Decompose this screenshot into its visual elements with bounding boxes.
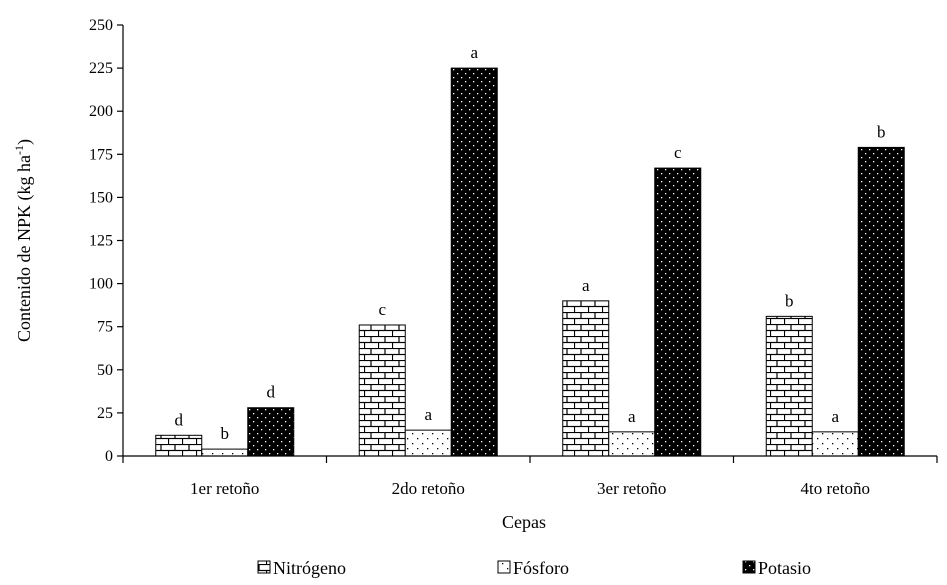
y-tick-label: 225	[89, 60, 113, 77]
x-tick-label: 4to retoño	[801, 479, 870, 498]
bar	[450, 67, 498, 457]
bar	[201, 448, 249, 457]
bar	[765, 315, 813, 457]
y-axis-title-superscript: -1	[12, 145, 26, 155]
y-axis-title-close: )	[14, 139, 35, 145]
legend-label: Fósforo	[513, 558, 569, 578]
legend-swatch	[497, 560, 511, 574]
bar-significance-letter: b	[877, 122, 886, 141]
y-tick-label: 0	[105, 448, 113, 465]
x-tick-label: 1er retoño	[190, 479, 259, 498]
legend-label: Potasio	[758, 558, 811, 578]
bar	[404, 429, 452, 457]
y-tick-label: 50	[97, 362, 113, 379]
y-tick-label: 200	[89, 103, 113, 120]
bar-significance-letter: b	[221, 424, 230, 443]
y-tick-label: 150	[89, 189, 113, 206]
significance-letters: d b d c a a a a c b a b	[175, 43, 886, 443]
bar-significance-letter: d	[267, 383, 276, 402]
y-tick-label: 25	[97, 405, 113, 422]
legend-label: Nitrógeno	[273, 558, 346, 578]
legend-swatch	[257, 560, 271, 574]
bar-significance-letter: a	[424, 405, 432, 424]
y-tick-label: 100	[89, 276, 113, 293]
bar	[247, 407, 295, 457]
y-tick-label: 175	[89, 146, 113, 163]
bar	[857, 146, 905, 457]
bar-significance-letter: a	[628, 407, 636, 426]
bars-layer	[155, 67, 905, 457]
x-axis-ticks: 1er retoño 2do retoño 3er retoño 4to retoño	[122, 456, 938, 498]
bar-significance-letter: c	[674, 143, 682, 162]
bar-significance-letter: d	[175, 410, 184, 429]
y-tick-label: 125	[89, 233, 113, 250]
bar-significance-letter: a	[831, 407, 839, 426]
y-axis-title: Contenido de NPK (kg ha-1)	[12, 139, 35, 342]
legend: Nitrógeno Fósforo Potasio	[257, 558, 811, 578]
bar-significance-letter: a	[582, 276, 590, 295]
x-tick-label: 2do retoño	[392, 479, 465, 498]
bar	[608, 431, 656, 457]
y-tick-label: 75	[97, 319, 113, 336]
x-tick-label: 3er retoño	[597, 479, 666, 498]
bar-significance-letter: b	[785, 291, 794, 310]
bar-significance-letter: a	[470, 43, 478, 62]
y-tick-label: 250	[89, 17, 113, 34]
bar	[155, 434, 203, 457]
bar-significance-letter: c	[378, 300, 386, 319]
x-axis-title: Cepas	[502, 512, 546, 532]
bar	[562, 300, 610, 457]
bar	[358, 324, 406, 457]
bar	[811, 431, 859, 457]
legend-swatch	[742, 560, 756, 574]
bar	[654, 167, 702, 457]
y-axis-ticks: 0 25 50 75 100 125 150 175 200 225 250	[89, 17, 123, 465]
y-axis-title-main: Contenido de NPK (kg ha	[14, 155, 35, 342]
